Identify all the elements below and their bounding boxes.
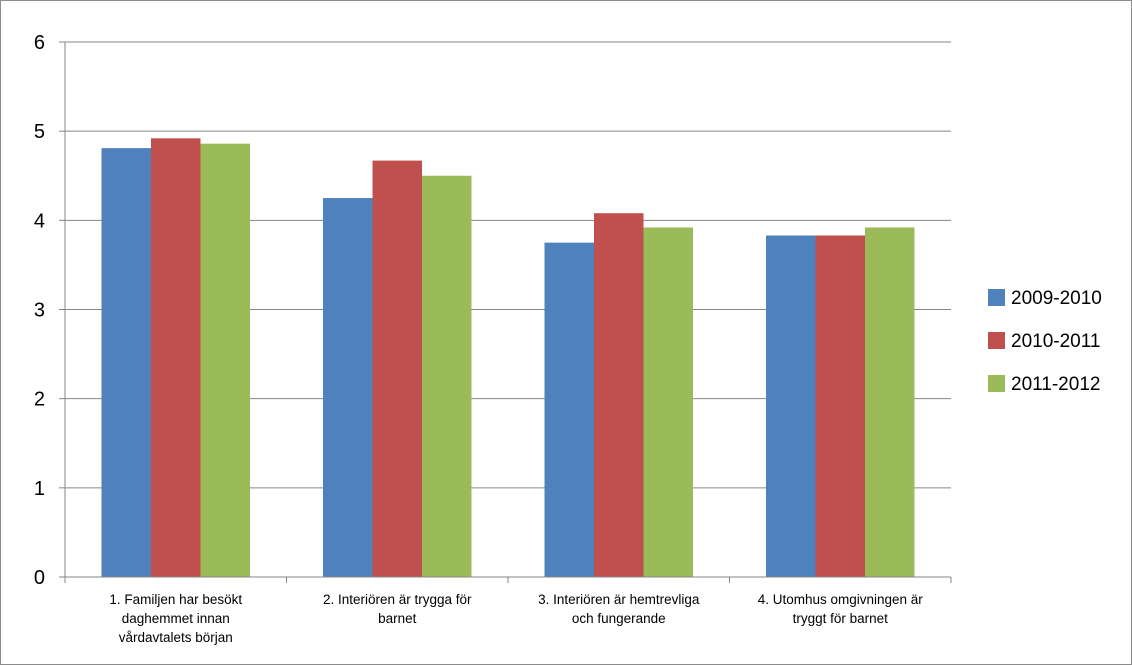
y-tick-label: 4 xyxy=(34,210,45,232)
x-tick-label: 3. Interiören är hemtrevliga och fungeran… xyxy=(538,592,700,626)
x-tick-label-line: 2. Interiören är trygga för xyxy=(323,592,472,607)
bar-2010-2011-3 xyxy=(594,213,644,577)
legend-swatch-2009-2010 xyxy=(988,289,1005,306)
legend-swatch-2011-2012 xyxy=(988,375,1005,392)
bar-2010-2011-2 xyxy=(372,160,422,577)
bar-2011-2012-3 xyxy=(643,227,693,577)
bar-2009-2010-2 xyxy=(323,198,373,577)
bar-2009-2010-3 xyxy=(544,242,594,577)
x-tick-label: 2. Interiören är trygga för barnet xyxy=(323,592,472,626)
y-tick-label: 5 xyxy=(34,121,45,143)
legend-label: 2009-2010 xyxy=(1011,288,1102,309)
bar-2009-2010-1 xyxy=(101,148,151,577)
bar-2010-2011-1 xyxy=(151,138,201,578)
bar-2011-2012-4 xyxy=(865,227,915,577)
legend-label: 2010-2011 xyxy=(1011,331,1100,352)
x-tick-label-line: 1. Familjen har besökt xyxy=(109,592,242,607)
x-tick-label-line: 4. Utomhus omgivningen är xyxy=(758,592,924,607)
x-tick-label-line: 3. Interiören är hemtrevliga xyxy=(538,592,700,607)
x-tick-label: 4. Utomhus omgivningen är tryggt för barn… xyxy=(758,592,924,626)
y-tick-label: 0 xyxy=(34,567,45,589)
bar-2011-2012-2 xyxy=(422,175,472,577)
y-tick-label: 6 xyxy=(34,32,45,54)
x-tick-label-line: vårdavtalets början xyxy=(119,630,233,645)
legend-label: 2011-2012 xyxy=(1011,374,1100,395)
bar-2009-2010-4 xyxy=(766,235,816,577)
x-tick-label-line: och fungerande xyxy=(572,611,666,626)
y-tick-label: 1 xyxy=(34,478,45,500)
x-tick-label-line: tryggt för barnet xyxy=(793,611,889,626)
bar-2010-2011-4 xyxy=(815,235,865,577)
x-tick-label: 1. Familjen har besökt daghemmet innan vår… xyxy=(109,592,242,645)
bar-2011-2012-1 xyxy=(200,143,250,577)
y-tick-label: 2 xyxy=(34,389,45,411)
x-tick-label-line: daghemmet innan xyxy=(122,611,230,626)
legend-swatch-2010-2011 xyxy=(988,332,1005,349)
x-tick-label-line: barnet xyxy=(378,611,417,626)
y-tick-label: 3 xyxy=(34,300,45,322)
